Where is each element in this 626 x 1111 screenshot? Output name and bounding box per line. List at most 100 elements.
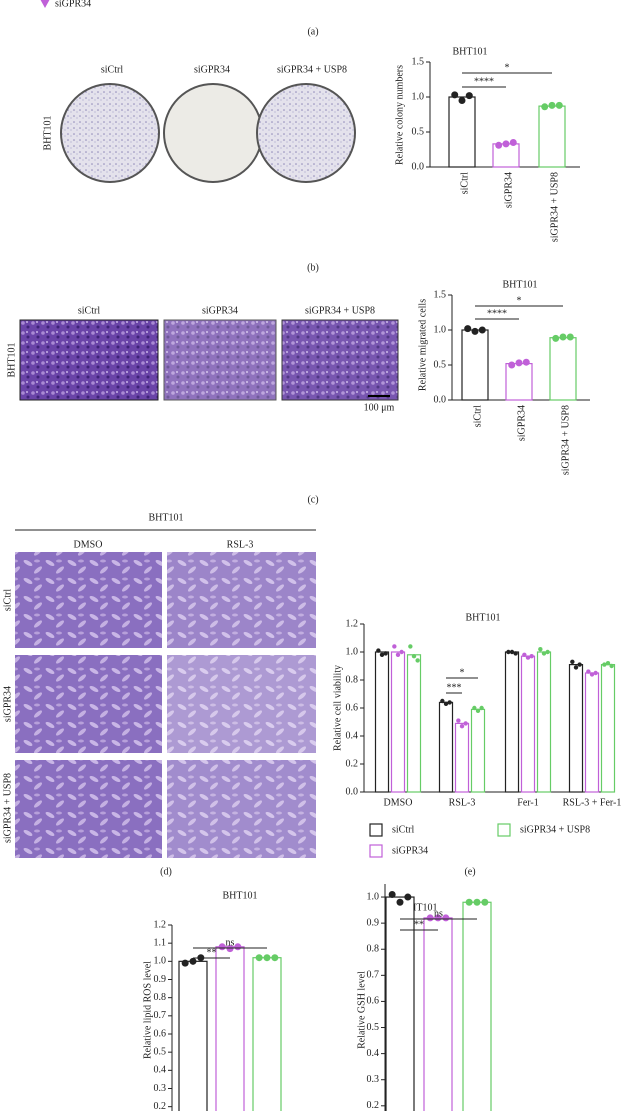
significance-label: * <box>517 295 522 306</box>
image-label: siGPR34 + USP8 <box>277 64 347 75</box>
group-title: BHT101 <box>149 512 184 523</box>
data-point <box>181 959 189 967</box>
x-tick-label: RSL-3 + Fer-1 <box>563 797 622 808</box>
data-point <box>508 361 516 369</box>
y-tick-label: 0.7 <box>154 1010 167 1021</box>
data-point <box>538 647 543 652</box>
data-point <box>522 652 527 657</box>
x-tick-label: siGPR34 + USP8 <box>560 405 571 475</box>
y-tick-label: 0.6 <box>154 1028 167 1039</box>
legend-swatch <box>497 823 511 837</box>
data-point <box>509 649 515 655</box>
data-point <box>589 672 595 677</box>
y-axis-label: Relative GSH level <box>356 971 367 1049</box>
x-tick-label: siCtrl <box>472 405 483 427</box>
data-point <box>522 358 530 366</box>
y-tick-label: 1.2 <box>346 618 359 629</box>
row-label: siGPR34 + USP8 <box>2 773 13 843</box>
data-point <box>379 652 385 657</box>
data-point <box>465 898 473 906</box>
data-point <box>408 644 413 649</box>
y-tick-label: 0.6 <box>346 702 359 713</box>
data-point <box>459 724 465 729</box>
significance-label: * <box>460 667 465 678</box>
data-point <box>541 651 547 656</box>
data-point <box>566 333 574 341</box>
bar <box>520 655 536 793</box>
migration-image <box>19 319 159 401</box>
data-point <box>545 649 550 655</box>
significance-label: ** <box>207 947 217 958</box>
y-tick-label: 0.9 <box>154 974 167 985</box>
data-point <box>388 890 396 898</box>
data-point <box>465 92 473 100</box>
legend-swatch <box>369 844 383 858</box>
data-point <box>577 662 582 667</box>
panel-label: (b) <box>307 262 319 273</box>
y-tick-label: 0.8 <box>367 944 380 955</box>
y-axis-label: Relative colony numbers <box>394 65 405 165</box>
plate-image <box>60 83 160 183</box>
y-tick-label: 1.0 <box>154 956 167 967</box>
y-tick-label: 0.7 <box>367 970 380 981</box>
data-point <box>458 97 466 104</box>
chart-title: BHT101 <box>466 612 501 623</box>
data-point <box>555 101 563 109</box>
data-point <box>426 914 434 922</box>
y-axis-label: Relative migrated cells <box>417 299 428 391</box>
bar <box>549 337 577 401</box>
y-tick-label: 0.2 <box>346 758 359 769</box>
image-label: siGPR34 + USP8 <box>305 305 375 316</box>
y-tick-label: 0.5 <box>434 359 447 370</box>
data-point <box>479 705 484 711</box>
data-point <box>609 663 614 669</box>
bar <box>215 946 245 1111</box>
row-label: BHT101 <box>42 116 53 151</box>
y-axis-label: Relative cell viability <box>332 665 343 751</box>
data-point <box>473 898 481 906</box>
data-point <box>218 943 226 951</box>
bar <box>406 654 422 793</box>
data-point <box>509 139 517 146</box>
data-point <box>475 708 481 713</box>
x-tick-label: siGPR34 <box>516 405 527 441</box>
x-tick-label: RSL-3 <box>449 797 476 808</box>
image-label: siGPR34 <box>194 64 230 75</box>
y-tick-label: 1.0 <box>412 91 425 102</box>
y-tick-label: 0.9 <box>367 917 380 928</box>
cell-image <box>167 760 316 858</box>
legend-label: siGPR34 + USP8 <box>520 824 590 835</box>
panel-label: (d) <box>160 866 172 877</box>
y-tick-label: 0.8 <box>154 992 167 1003</box>
bar <box>454 722 470 793</box>
y-tick-label: 0.4 <box>367 1048 380 1059</box>
data-point <box>404 893 412 901</box>
significance-label: *** <box>447 682 462 693</box>
data-point <box>552 334 560 342</box>
migration-image <box>281 319 399 401</box>
chart-title: BHT101 <box>403 902 438 913</box>
row-label: siCtrl <box>2 589 13 611</box>
data-point <box>502 140 510 148</box>
data-point <box>415 658 420 663</box>
scale-label: 100 μm <box>364 402 395 413</box>
y-tick-label: 0.2 <box>154 1101 167 1111</box>
cell-image <box>15 552 162 648</box>
data-point <box>478 326 486 334</box>
data-point <box>263 954 271 962</box>
data-point <box>515 359 523 367</box>
bar <box>470 708 486 793</box>
bar <box>461 329 489 401</box>
bar <box>178 960 208 1111</box>
cell-image <box>167 552 316 648</box>
data-point <box>463 721 468 726</box>
y-tick-label: 1.0 <box>434 324 447 335</box>
data-point <box>525 655 531 660</box>
plate-image <box>256 83 356 183</box>
data-point <box>559 333 567 341</box>
legend-marker <box>40 0 50 8</box>
data-point <box>548 101 556 109</box>
data-point <box>396 898 404 906</box>
